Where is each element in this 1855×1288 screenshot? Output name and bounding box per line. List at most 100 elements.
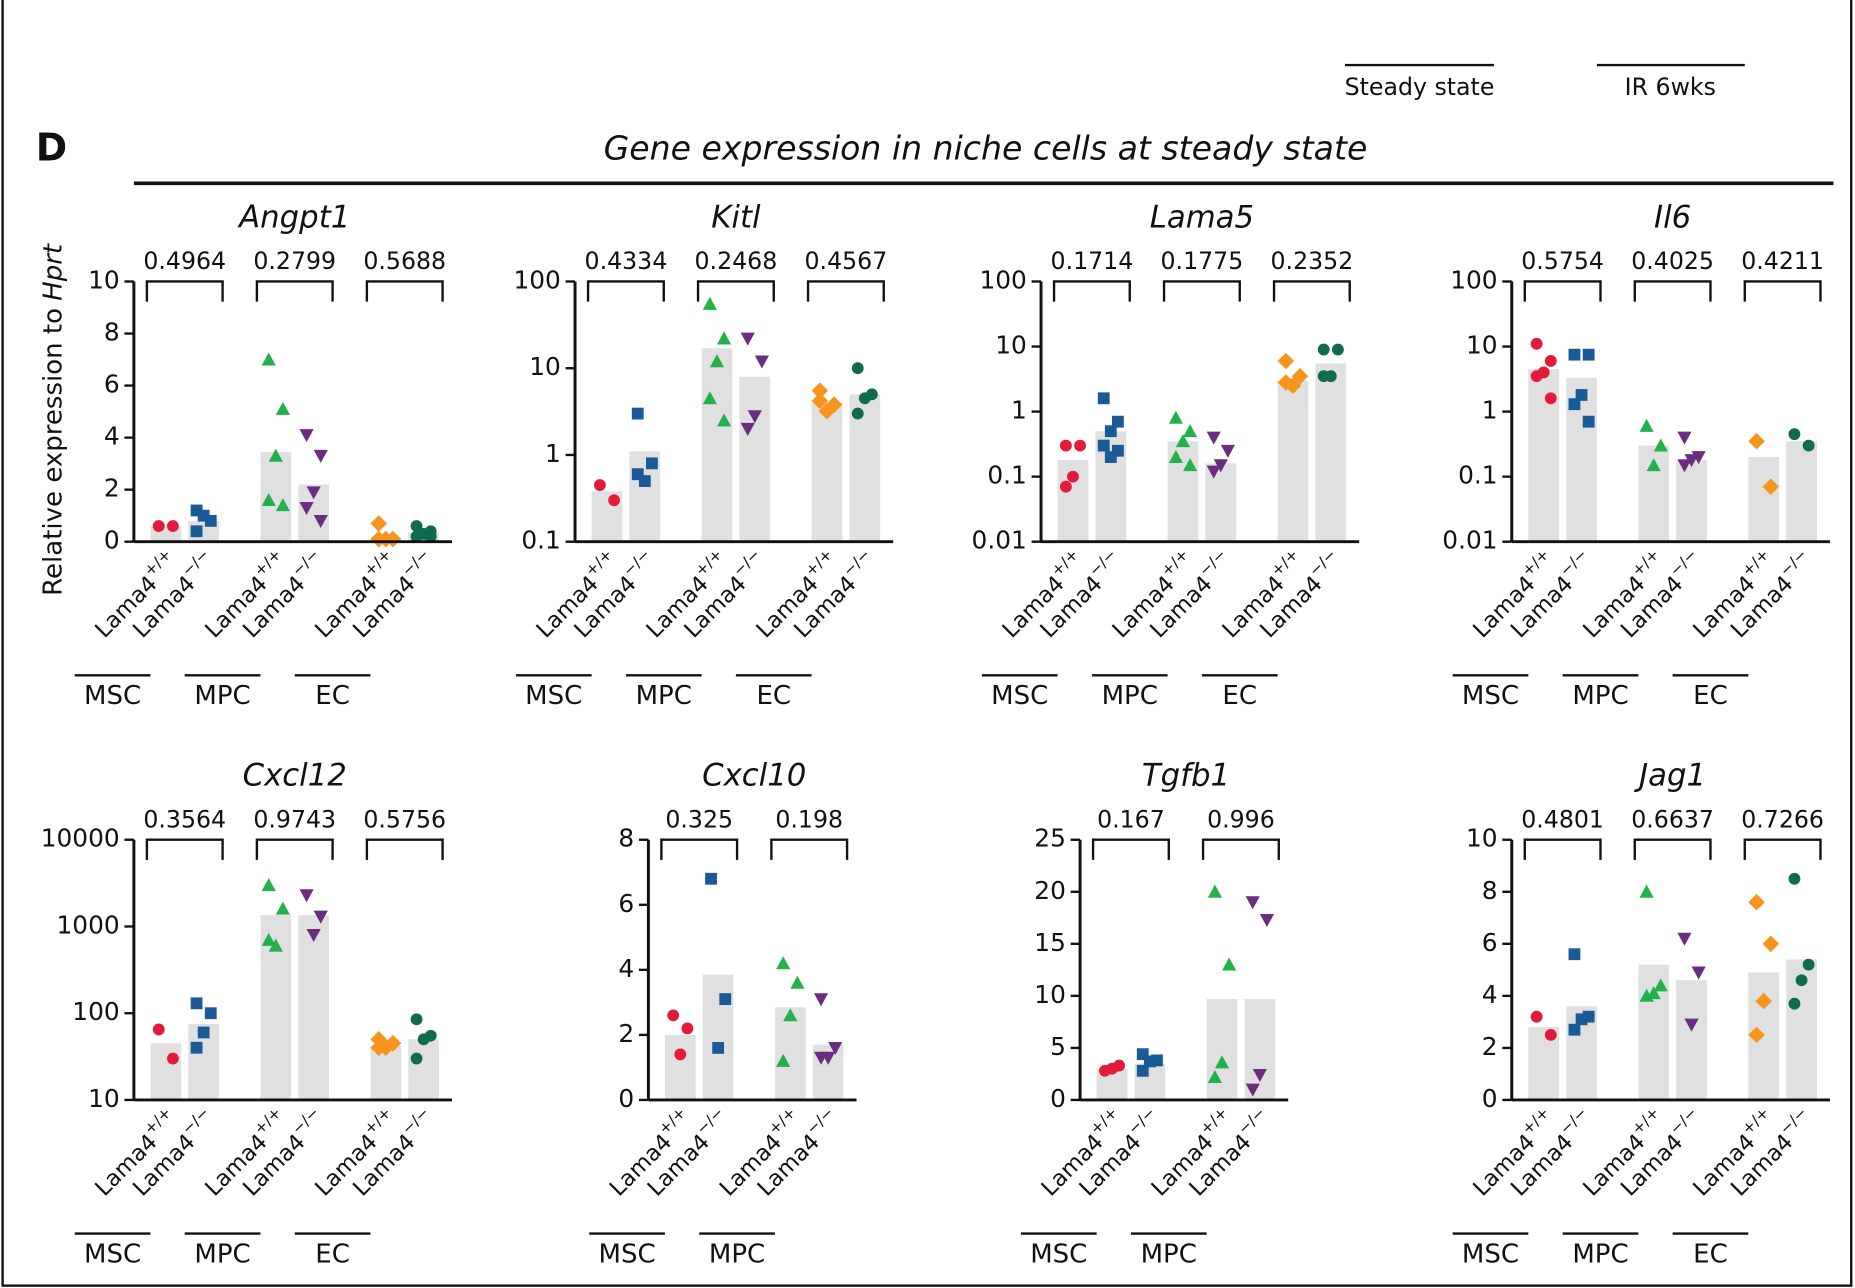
data-point [1104, 451, 1117, 463]
p-value: 0.2799 [253, 247, 336, 275]
data-point [1206, 431, 1221, 445]
data-point [410, 1052, 423, 1065]
p-value: 0.4567 [805, 247, 888, 275]
data-point [1207, 884, 1223, 898]
data-point [1168, 410, 1183, 424]
y-tick-label: 0.1 [1458, 461, 1498, 490]
data-point [1168, 449, 1183, 463]
group-label: MSC [1030, 1239, 1087, 1269]
data-point [1748, 1026, 1765, 1044]
p-bracket [1743, 280, 1822, 302]
y-tick-label: 1000 [57, 910, 120, 939]
p-value: 0.9743 [253, 805, 336, 833]
chart-title: Jag1 [1633, 758, 1706, 794]
chart-title: Lama5 [1150, 199, 1254, 235]
data-point [268, 938, 283, 952]
data-point [1639, 884, 1654, 898]
data-point [410, 520, 423, 532]
y-tick-label: 6 [618, 889, 634, 918]
p-bracket [1633, 838, 1712, 860]
chart-title: Cxcl10 [702, 758, 806, 794]
data-point [776, 1053, 791, 1067]
p-bracket [145, 838, 224, 860]
mean-bar [811, 402, 843, 542]
data-point [719, 993, 732, 1006]
data-point [1544, 1028, 1557, 1041]
y-tick-label: 0 [1050, 1084, 1066, 1113]
p-bracket [1523, 838, 1602, 860]
y-tick-label: 10 [1466, 331, 1498, 360]
y-tick-label: 100 [513, 265, 560, 294]
y-tick-label: 2 [618, 1019, 634, 1048]
data-point [1097, 392, 1110, 405]
data-point [1639, 988, 1654, 1002]
p-value: 0.996 [1207, 805, 1275, 833]
data-point [851, 362, 864, 375]
y-axis-label: Relative expression to Hprt [38, 243, 68, 596]
y-tick-label: 100 [72, 997, 119, 1026]
chart-title: Kitl [711, 199, 761, 235]
data-point [1677, 459, 1692, 473]
data-point [1182, 424, 1198, 438]
data-point [275, 901, 291, 915]
p-value: 0.5754 [1521, 247, 1604, 275]
data-point [1259, 913, 1275, 927]
data-point [1067, 470, 1079, 483]
y-tick-label: 15 [1034, 928, 1066, 957]
y-tick-label: 0.01 [1442, 526, 1497, 555]
data-point [1182, 458, 1198, 472]
data-point [204, 1007, 217, 1020]
data-point [646, 457, 658, 470]
data-point [674, 1048, 687, 1061]
group-label: MPC [194, 681, 250, 711]
mean-bar [1167, 441, 1199, 542]
data-point [261, 352, 276, 366]
data-point [1104, 425, 1117, 438]
group-label: MPC [709, 1239, 765, 1269]
data-point [197, 1026, 210, 1039]
y-tick-label: 6 [1482, 928, 1498, 957]
chart-title: Tgfb1 [1142, 758, 1230, 794]
data-point [384, 1035, 402, 1052]
group-label: MSC [1462, 681, 1519, 711]
y-tick-label: 10000 [41, 824, 120, 853]
y-tick-label: 6 [104, 370, 120, 399]
mean-bar [260, 451, 292, 542]
data-point [1544, 355, 1557, 367]
y-tick-label: 8 [618, 824, 634, 853]
group-label: MPC [1572, 681, 1628, 711]
data-point [712, 1041, 725, 1054]
data-point [1175, 434, 1191, 448]
p-value: 0.5756 [363, 805, 446, 833]
data-point [811, 382, 829, 400]
data-point [667, 1009, 680, 1022]
y-tick-label: 1 [1011, 396, 1027, 425]
upper-group-label: Steady state [1345, 73, 1495, 101]
data-point [1317, 343, 1330, 356]
data-point [152, 520, 165, 532]
data-point [1097, 439, 1110, 452]
data-point [1762, 478, 1780, 495]
data-point [1646, 458, 1661, 472]
p-value: 0.4801 [1521, 805, 1604, 833]
data-point [1788, 872, 1801, 885]
data-point [299, 429, 314, 443]
data-point [1568, 348, 1581, 361]
y-label-gene: Hprt [38, 243, 68, 301]
data-point [1582, 348, 1595, 361]
data-point [818, 402, 836, 420]
panel-letter: D [36, 126, 67, 170]
data-point [152, 1023, 165, 1036]
data-point [813, 993, 829, 1007]
data-point [1252, 1069, 1267, 1083]
data-point [783, 1008, 798, 1022]
data-point [1317, 370, 1330, 383]
data-point [1277, 352, 1295, 370]
p-bracket [586, 280, 665, 302]
y-label-text: Relative expression to [38, 308, 68, 596]
p-value: 0.1775 [1161, 247, 1244, 275]
data-point [306, 928, 321, 942]
data-point [1684, 454, 1699, 468]
p-value: 0.4334 [585, 247, 668, 275]
data-point [1575, 1013, 1588, 1026]
